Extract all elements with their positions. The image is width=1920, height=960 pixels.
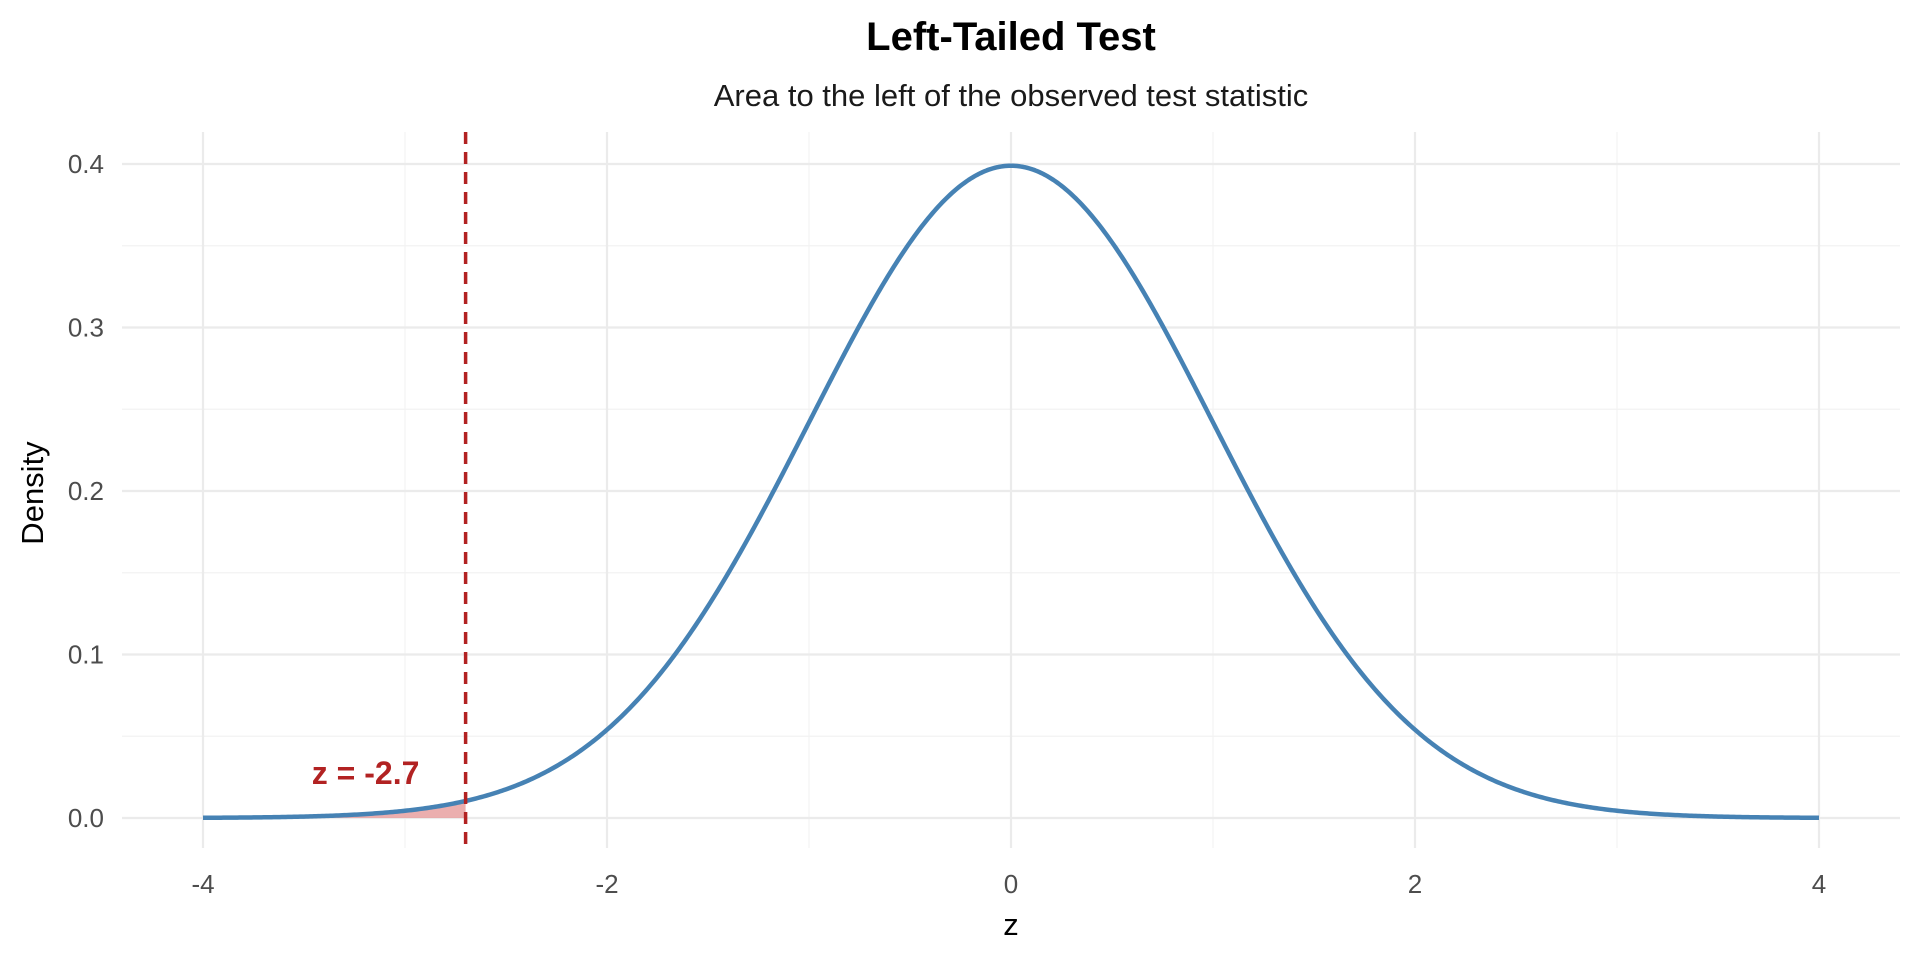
test-statistic-label: z = -2.7 (312, 755, 420, 791)
y-tick-label: 0.2 (68, 476, 104, 506)
major-gridlines (122, 132, 1900, 848)
x-tick-label: -4 (191, 869, 214, 899)
y-tick-label: 0.4 (68, 149, 104, 179)
chart-title: Left-Tailed Test (866, 15, 1156, 59)
x-tick-label: 4 (1812, 869, 1826, 899)
x-axis-ticks: -4 -2 0 2 4 (191, 869, 1826, 899)
x-tick-label: -2 (595, 869, 618, 899)
y-axis-ticks: 0.0 0.1 0.2 0.3 0.4 (68, 149, 104, 833)
y-tick-label: 0.1 (68, 640, 104, 670)
x-tick-label: 2 (1408, 869, 1422, 899)
x-tick-label: 0 (1004, 869, 1018, 899)
chart-subtitle: Area to the left of the observed test st… (714, 78, 1308, 113)
y-tick-label: 0.0 (68, 803, 104, 833)
y-tick-label: 0.3 (68, 313, 104, 343)
x-axis-title: z (1003, 907, 1019, 942)
density-curve (202, 163, 1820, 821)
shaded-tail-area (203, 800, 466, 818)
y-axis-title: Density (15, 441, 50, 545)
